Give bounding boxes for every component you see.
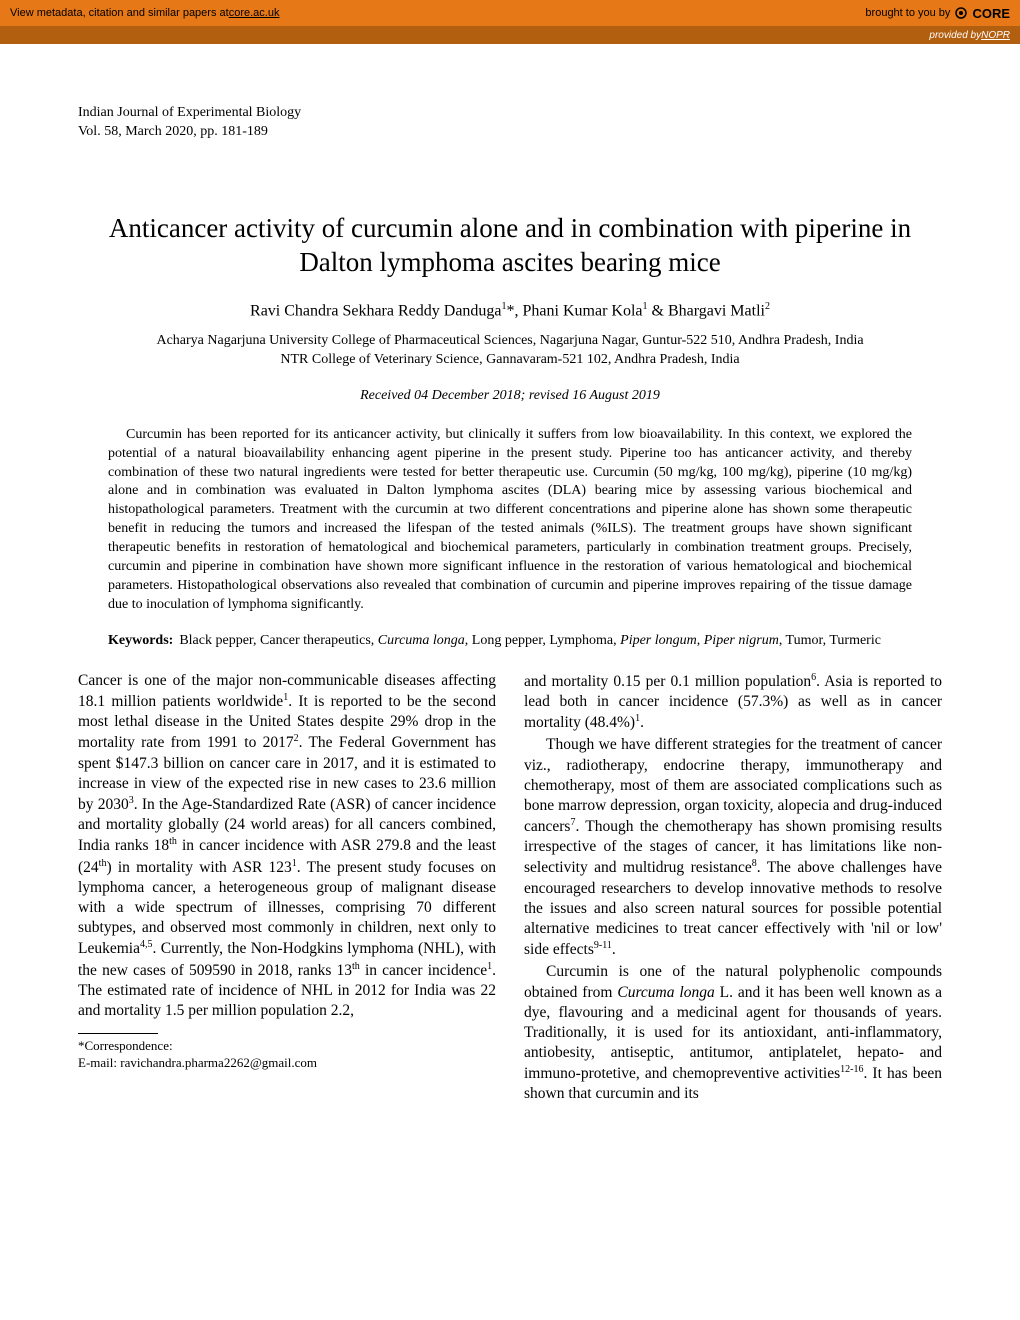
- journal-name: Indian Journal of Experimental Biology: [78, 104, 942, 123]
- body-para-1: Cancer is one of the major non-communica…: [78, 671, 496, 1021]
- correspondence-email: E-mail: ravichandra.pharma2262@gmail.com: [78, 1055, 496, 1072]
- authors: Ravi Chandra Sekhara Reddy Danduga1*, Ph…: [78, 301, 942, 320]
- page-content: Indian Journal of Experimental Biology V…: [0, 44, 1020, 1147]
- core-link[interactable]: core.ac.uk: [229, 7, 280, 19]
- column-right: and mortality 0.15 per 0.1 million popul…: [524, 671, 942, 1107]
- core-logo-text[interactable]: CORE: [972, 6, 1010, 21]
- paper-title: Anticancer activity of curcumin alone an…: [78, 212, 942, 280]
- provided-by-text: provided by: [929, 30, 981, 41]
- affiliations: Acharya Nagarjuna University College of …: [78, 331, 942, 370]
- affiliation-2: NTR College of Veterinary Science, Ganna…: [78, 350, 942, 370]
- top-bar-left: View metadata, citation and similar pape…: [10, 7, 279, 19]
- column-left: Cancer is one of the major non-communica…: [78, 671, 496, 1107]
- keywords-content: Black pepper, Cancer therapeutics, Curcu…: [173, 633, 881, 649]
- keywords-label: Keywords:: [108, 633, 173, 649]
- affiliation-1: Acharya Nagarjuna University College of …: [78, 331, 942, 351]
- journal-volume: Vol. 58, March 2020, pp. 181-189: [78, 123, 942, 142]
- body-para-4: Curcumin is one of the natural polypheno…: [524, 962, 942, 1104]
- abstract: Curcumin has been reported for its antic…: [108, 426, 912, 615]
- body-columns: Cancer is one of the major non-communica…: [78, 671, 942, 1107]
- core-top-bar: View metadata, citation and similar pape…: [0, 0, 1020, 26]
- body-para-2: and mortality 0.15 per 0.1 million popul…: [524, 671, 942, 734]
- brought-by-text: brought to you by: [865, 7, 950, 19]
- provided-by-bar: provided by NOPR: [0, 26, 1020, 44]
- correspondence-label: *Correspondence:: [78, 1038, 496, 1055]
- metadata-text: View metadata, citation and similar pape…: [10, 7, 229, 19]
- nopr-link[interactable]: NOPR: [981, 30, 1010, 41]
- footnote: *Correspondence: E-mail: ravichandra.pha…: [78, 1038, 496, 1072]
- body-para-3: Though we have different strategies for …: [524, 735, 942, 960]
- top-bar-right: brought to you by CORE: [865, 6, 1010, 21]
- footnote-divider: [78, 1033, 158, 1034]
- core-logo-icon: [954, 6, 968, 20]
- journal-info: Indian Journal of Experimental Biology V…: [78, 104, 942, 142]
- received-dates: Received 04 December 2018; revised 16 Au…: [78, 388, 942, 404]
- keywords: Keywords: Black pepper, Cancer therapeut…: [108, 633, 912, 649]
